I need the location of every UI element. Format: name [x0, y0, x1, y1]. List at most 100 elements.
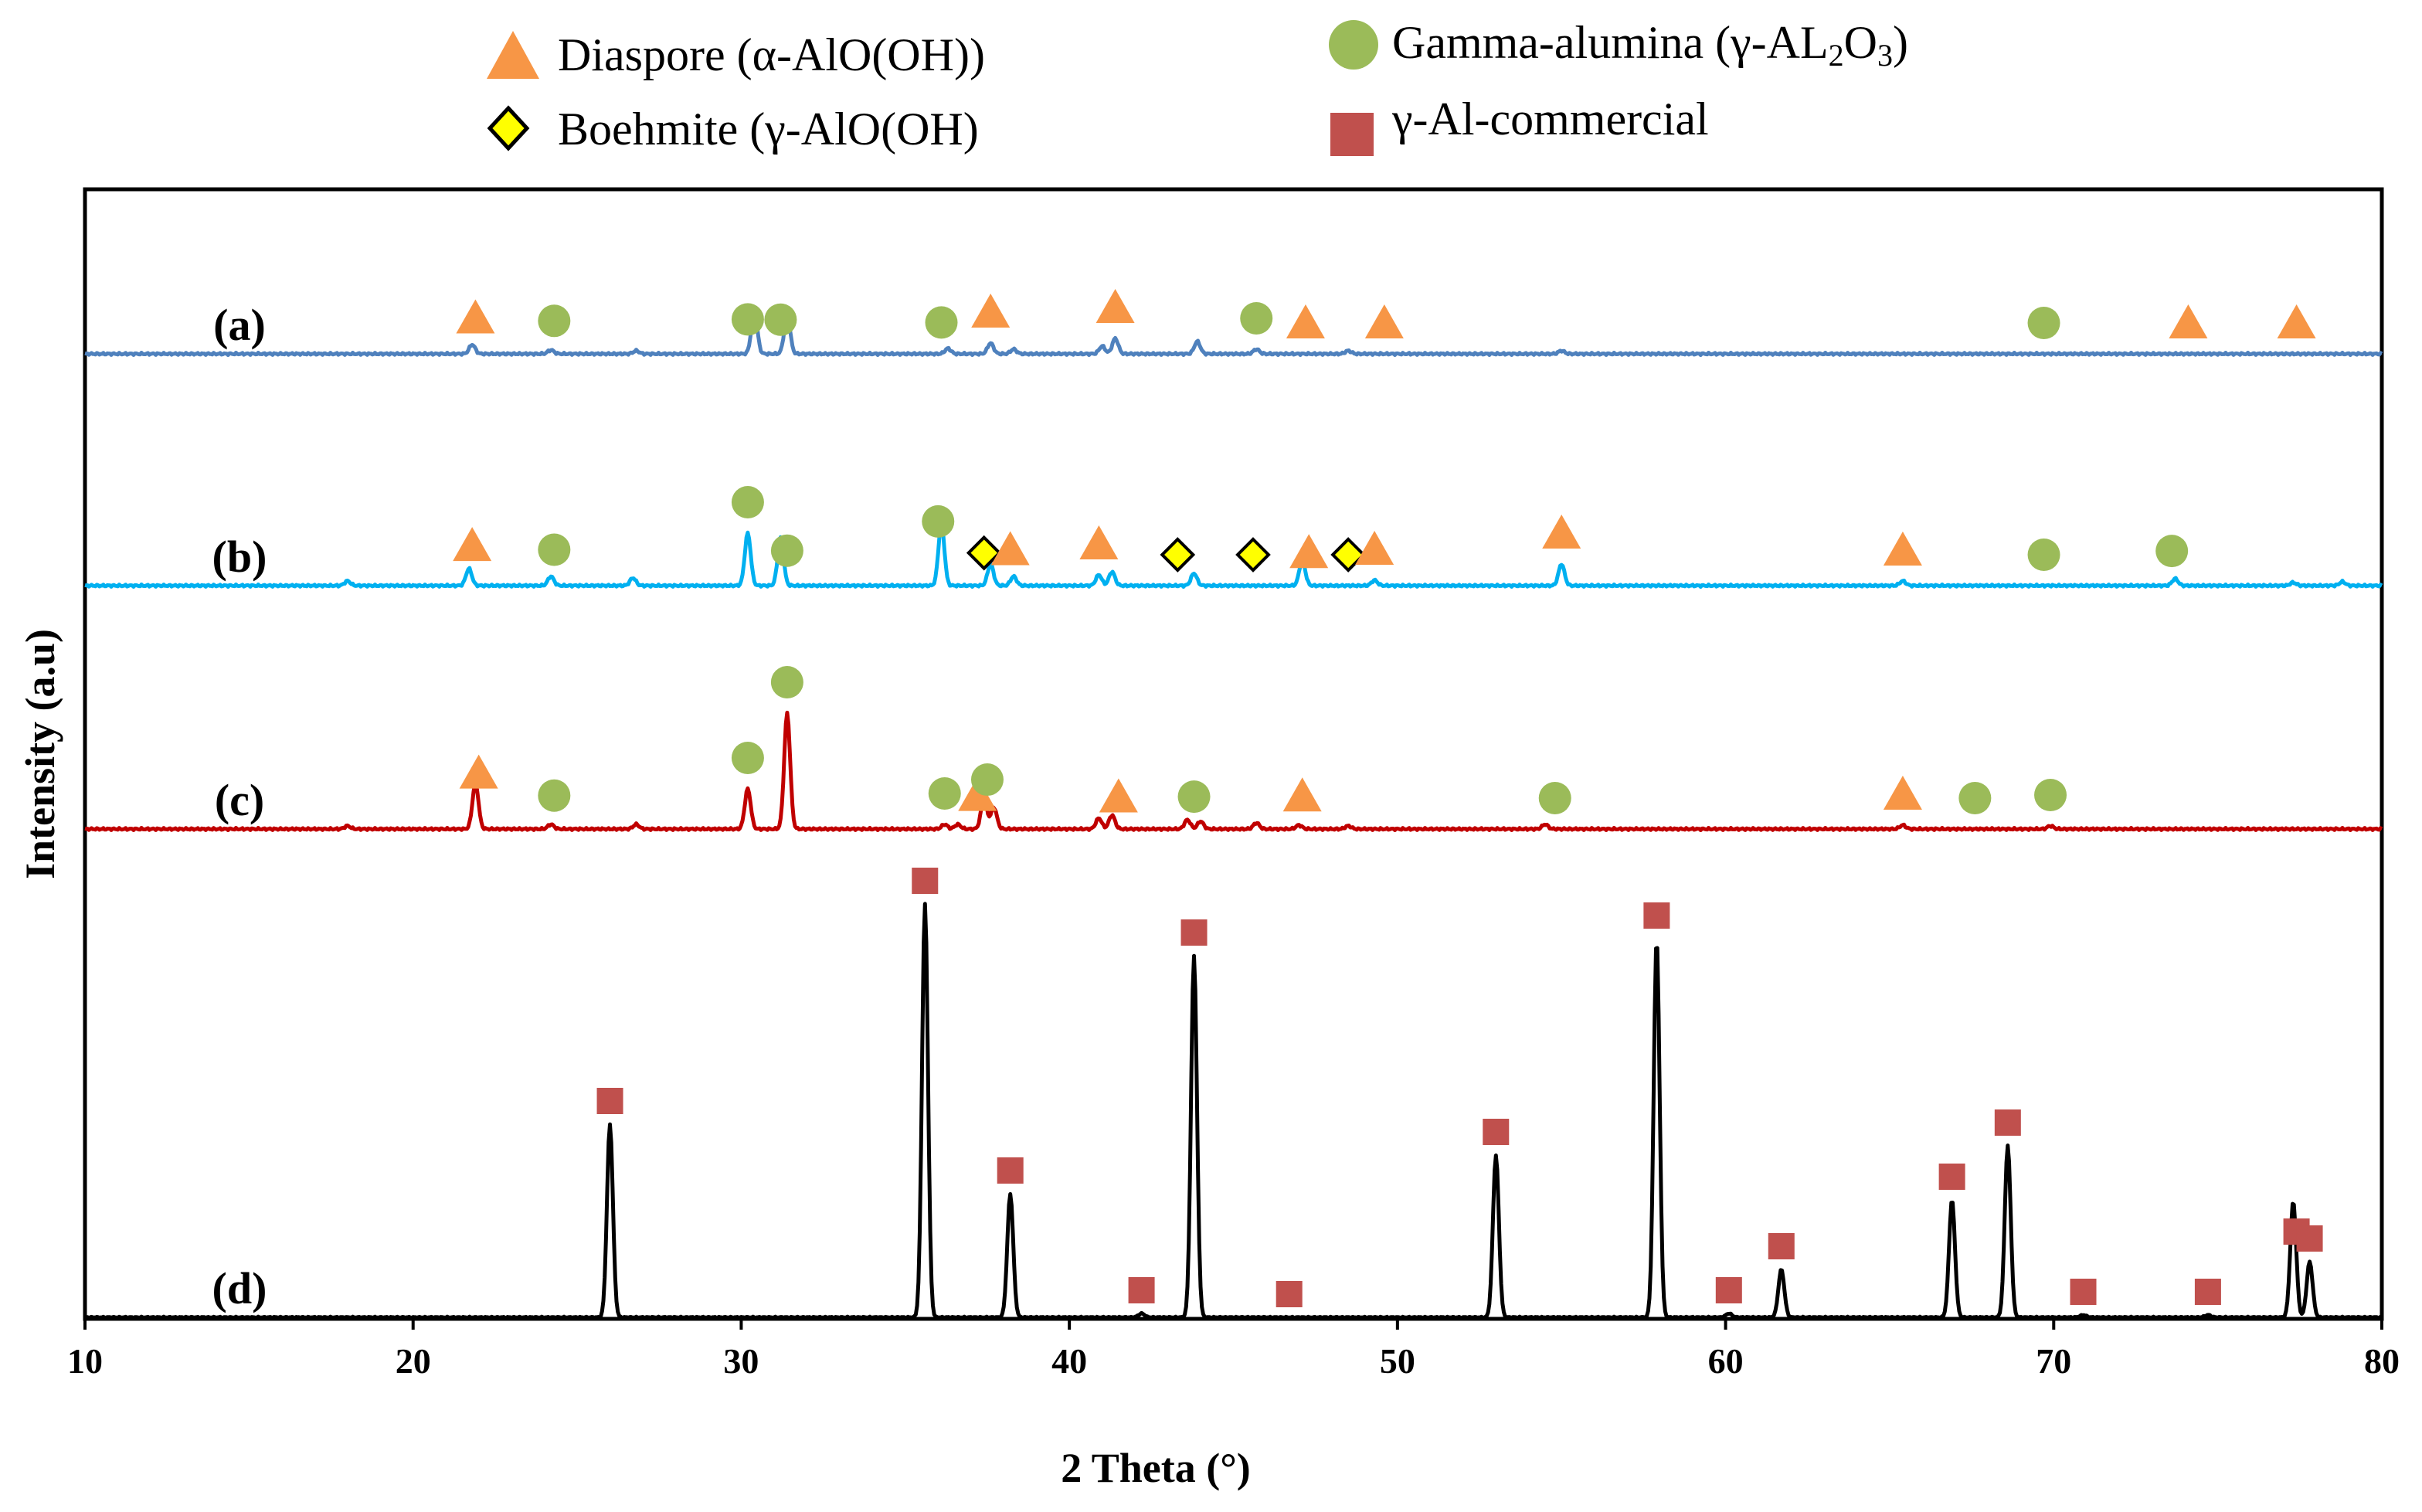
peak-marker-diaspore-b-12 — [1355, 531, 1394, 565]
peak-marker-commercial-d-4 — [1180, 919, 1208, 946]
x-tick-label-70: 70 — [2036, 1341, 2071, 1381]
peak-marker-diaspore-b-6 — [990, 531, 1030, 566]
series-line-c — [84, 710, 2383, 832]
x-tick-label-10: 10 — [67, 1341, 103, 1381]
peak-marker-commercial-d-12 — [2070, 1279, 2097, 1305]
legend-label-diaspore: Diaspore (α-AlO(OH)) — [558, 29, 985, 80]
peak-marker-gamma-b-16 — [2155, 535, 2189, 568]
peak-marker-gamma-c-1 — [538, 779, 571, 812]
peak-marker-diaspore-b-7 — [1079, 525, 1119, 559]
peak-marker-commercial-d-11 — [1994, 1109, 2021, 1136]
series-line-a — [84, 309, 2383, 357]
peak-marker-commercial-d-0 — [596, 1088, 623, 1114]
peak-marker-gamma-a-2 — [731, 303, 764, 336]
x-axis-title: 2 Theta (°) — [1061, 1445, 1251, 1491]
peak-marker-commercial-d-8 — [1715, 1277, 1742, 1303]
peak-marker-gamma-c-13 — [2034, 779, 2067, 811]
peak-marker-diaspore-a-6 — [1096, 288, 1135, 323]
legend-label-boehmite: Boehmite (γ-AlO(OH) — [558, 104, 979, 155]
peak-marker-commercial-d-3 — [1128, 1277, 1155, 1303]
x-tick-label-20: 20 — [396, 1341, 431, 1381]
peak-marker-diaspore-b-13 — [1542, 515, 1581, 549]
peak-marker-boehmite-b-8 — [1160, 537, 1196, 573]
commercial-square-icon — [1330, 113, 1374, 156]
legend-label-gamma-sub2: 3 — [1877, 38, 1893, 73]
gamma-alumina-circle-icon — [1329, 20, 1378, 70]
plot-area-frame — [83, 187, 2384, 1321]
peak-marker-gamma-c-8 — [1177, 780, 1211, 814]
peak-marker-boehmite-b-11 — [1330, 537, 1366, 573]
legend-label-gamma-suffix: ) — [1893, 17, 1908, 68]
peak-marker-diaspore-b-0 — [453, 527, 492, 562]
series-layer — [84, 309, 2383, 1320]
peak-marker-diaspore-c-7 — [1099, 778, 1138, 813]
peak-marker-diaspore-a-0 — [456, 299, 495, 334]
peak-marker-diaspore-c-11 — [1883, 776, 1922, 810]
series-label-c: (c) — [215, 775, 264, 825]
legend-item-gamma-alumina: Gamma-alumina (γ-AL2O3) — [1329, 17, 1908, 73]
y-axis-title: Intensity (a.u) — [17, 629, 63, 879]
peak-marker-gamma-c-4 — [928, 776, 961, 810]
peak-marker-gamma-b-2 — [731, 486, 764, 518]
peak-marker-diaspore-b-10 — [1289, 534, 1329, 569]
peak-marker-commercial-d-15 — [2296, 1225, 2323, 1252]
peak-marker-commercial-d-5 — [1276, 1281, 1303, 1307]
x-tick-label-60: 60 — [1708, 1341, 1744, 1381]
peak-marker-diaspore-b-14 — [1883, 532, 1922, 566]
series-label-a: (a) — [213, 300, 266, 350]
peak-marker-gamma-a-10 — [2027, 307, 2060, 339]
peak-marker-diaspore-a-5 — [971, 294, 1011, 328]
peak-marker-diaspore-c-0 — [459, 754, 498, 789]
series-line-b — [84, 522, 2383, 589]
legend-label-gamma-mid: O — [1844, 17, 1877, 68]
peak-marker-diaspore-a-12 — [2277, 304, 2316, 338]
peak-marker-boehmite-b-9 — [1235, 537, 1271, 573]
legend-label-commercial: γ-Al-commercial — [1391, 93, 1709, 144]
peak-marker-gamma-c-10 — [1538, 781, 1571, 814]
peak-marker-gamma-c-12 — [1958, 782, 1992, 814]
series-line-d — [84, 902, 2383, 1320]
marker-layer — [453, 288, 2323, 1307]
series-label-d: (d) — [212, 1263, 267, 1313]
peak-marker-diaspore-a-11 — [2169, 304, 2208, 338]
peak-marker-commercial-d-13 — [2194, 1279, 2221, 1305]
diaspore-triangle-icon — [487, 31, 539, 79]
peak-marker-gamma-a-1 — [538, 304, 571, 338]
legend: Diaspore (α-AlO(OH)) Boehmite (γ-AlO(OH)… — [487, 17, 1908, 156]
x-axis-ticks: 10 20 30 40 50 60 70 80 — [67, 1319, 2400, 1381]
series-label-b: (b) — [212, 532, 267, 582]
boehmite-diamond-icon — [487, 105, 530, 151]
peak-marker-gamma-b-4 — [922, 505, 955, 538]
peak-marker-commercial-d-9 — [1768, 1233, 1795, 1259]
x-tick-label-30: 30 — [723, 1341, 759, 1381]
series-label-layer: (a) (b) (c) (d) — [212, 300, 267, 1313]
peak-marker-gamma-b-15 — [2027, 539, 2060, 571]
peak-marker-gamma-a-4 — [925, 306, 958, 339]
peak-marker-diaspore-c-9 — [1282, 777, 1322, 812]
peak-marker-diaspore-c-5 — [958, 776, 997, 811]
peak-marker-gamma-c-2 — [731, 742, 764, 774]
peak-marker-gamma-a-3 — [764, 303, 797, 336]
peak-marker-commercial-d-6 — [1483, 1119, 1510, 1145]
legend-item-diaspore: Diaspore (α-AlO(OH)) — [487, 29, 985, 80]
peak-marker-diaspore-a-9 — [1364, 304, 1404, 338]
peak-marker-boehmite-b-5 — [966, 535, 1002, 571]
x-tick-label-50: 50 — [1380, 1341, 1415, 1381]
legend-label-gamma-prefix: Gamma-alumina (γ-AL — [1392, 17, 1829, 68]
peak-marker-commercial-d-10 — [1938, 1164, 1965, 1190]
peak-marker-gamma-b-3 — [770, 534, 803, 567]
legend-item-boehmite: Boehmite (γ-AlO(OH) — [487, 104, 979, 155]
x-tick-label-40: 40 — [1051, 1341, 1087, 1381]
peak-marker-gamma-b-1 — [538, 533, 571, 566]
legend-label-gamma-sub1: 2 — [1829, 38, 1844, 73]
peak-marker-commercial-d-2 — [997, 1157, 1024, 1184]
peak-marker-commercial-d-7 — [1643, 902, 1670, 929]
peak-marker-gamma-a-7 — [1240, 302, 1273, 335]
legend-label-gamma-alumina: Gamma-alumina (γ-AL2O3) — [1392, 17, 1908, 73]
peak-marker-commercial-d-1 — [912, 868, 939, 894]
x-tick-label-80: 80 — [2364, 1341, 2400, 1381]
peak-marker-diaspore-a-8 — [1286, 304, 1325, 338]
peak-marker-gamma-c-3 — [770, 666, 803, 698]
legend-item-commercial: γ-Al-commercial — [1330, 93, 1709, 156]
